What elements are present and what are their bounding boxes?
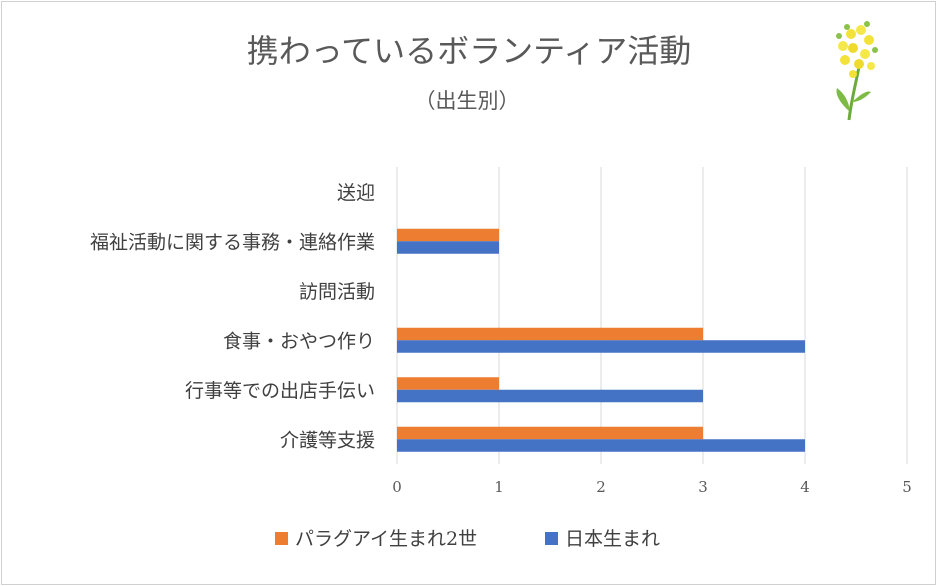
category-labels: 送迎福祉活動に関する事務・連絡作業訪問活動食事・おやつ作り行事等での出店手伝い介… (90, 182, 375, 452)
bar-series-1 (397, 228, 499, 242)
legend-label: 日本生まれ (565, 528, 660, 550)
bars (397, 228, 805, 452)
x-axis-ticks: 0 1 2 3 4 5 (392, 478, 912, 496)
gridlines (396, 167, 908, 464)
x-tick-label: 4 (800, 478, 810, 496)
category-label: 送迎 (337, 182, 375, 204)
rapeseed-flower-icon (836, 21, 878, 121)
x-tick-label: 3 (698, 478, 708, 496)
category-label: 介護等支援 (280, 429, 375, 451)
x-tick-label: 0 (392, 478, 402, 496)
legend: パラグアイ生まれ2世 日本生まれ (275, 528, 660, 550)
x-tick-label: 1 (494, 478, 504, 496)
chart-subtitle: （出生別） (415, 89, 520, 113)
bar-series-1 (397, 377, 499, 390)
category-label: 訪問活動 (299, 281, 375, 303)
bar-series-1 (397, 426, 703, 440)
category-label: 食事・おやつ作り (223, 330, 375, 352)
legend-swatch (545, 532, 558, 545)
x-tick-label: 5 (902, 478, 912, 496)
category-label: 行事等での出店手伝い (185, 380, 375, 402)
bar-series-2 (397, 389, 703, 403)
chart-title: 携わっているボランティア活動 (247, 32, 691, 70)
category-label: 福祉活動に関する事務・連絡作業 (90, 231, 375, 253)
legend-swatch (275, 532, 288, 545)
bar-series-2 (397, 439, 805, 452)
bar-series-2 (397, 241, 499, 254)
bar-series-2 (397, 340, 805, 353)
x-tick-label: 2 (596, 478, 606, 496)
legend-label: パラグアイ生まれ2世 (295, 528, 477, 550)
bar-series-1 (397, 327, 703, 341)
